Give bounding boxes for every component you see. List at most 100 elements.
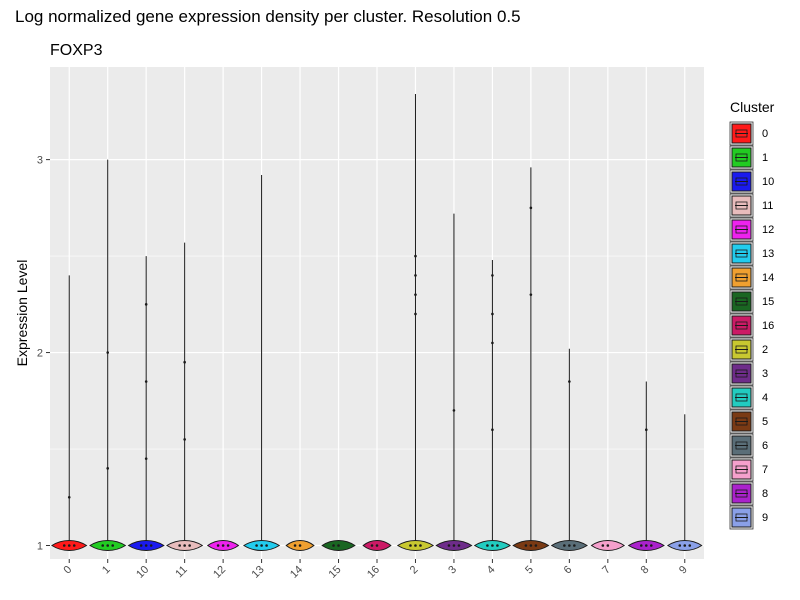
violin-cluster-7 — [590, 539, 626, 551]
data-point — [573, 544, 576, 547]
legend-label: 1 — [762, 152, 768, 164]
violin-cluster-3 — [435, 213, 473, 551]
legend-item-1: 1 — [729, 145, 768, 170]
data-point — [688, 544, 692, 547]
y-axis-title: Expression Level — [14, 260, 30, 367]
data-point — [370, 544, 374, 547]
data-point — [606, 544, 610, 547]
data-point — [414, 293, 417, 296]
legend-item-6: 6 — [729, 433, 768, 458]
data-point — [216, 544, 220, 547]
data-point — [183, 360, 186, 364]
data-point — [67, 544, 71, 547]
y-axis: 1 2 3 — [37, 155, 50, 552]
data-point — [639, 544, 643, 547]
data-point — [491, 274, 494, 277]
legend-label: 6 — [762, 440, 768, 452]
legend-item-0: 0 — [729, 121, 768, 146]
data-point — [178, 544, 181, 547]
legend-key-box — [735, 417, 748, 426]
data-point — [149, 544, 153, 547]
data-point — [409, 544, 412, 547]
y-tick-label: 1 — [37, 540, 43, 552]
x-tick-label: 1 — [100, 564, 113, 577]
data-point — [144, 544, 148, 547]
data-point — [332, 544, 335, 547]
legend-label: 2 — [762, 344, 768, 356]
legend-key-box — [735, 177, 748, 186]
legend-key-box — [735, 297, 748, 306]
x-tick-label: 6 — [562, 564, 575, 577]
x-tick-label: 3 — [446, 564, 459, 577]
legend-label: 7 — [762, 464, 768, 476]
violin-cluster-15 — [321, 539, 356, 551]
x-tick-label: 5 — [523, 564, 536, 577]
data-point — [139, 544, 143, 547]
data-point — [491, 544, 494, 547]
legend-key-box — [735, 489, 748, 498]
data-point — [529, 206, 533, 210]
violin-cluster-8 — [627, 381, 665, 551]
violin-cluster-12 — [206, 539, 240, 551]
violin-cluster-9 — [666, 414, 703, 551]
legend-item-5: 5 — [729, 409, 768, 434]
legend-key-box — [735, 321, 748, 330]
data-point — [298, 544, 302, 547]
legend-item-9: 9 — [729, 505, 768, 530]
legend-item-14: 14 — [729, 265, 774, 290]
data-point — [67, 495, 71, 499]
data-point — [255, 544, 258, 547]
violin-cluster-16 — [362, 539, 392, 551]
legend-item-8: 8 — [729, 481, 768, 506]
legend-key-box — [735, 393, 748, 402]
violin-cluster-1 — [89, 159, 127, 551]
data-point — [260, 544, 263, 547]
data-point — [226, 544, 230, 547]
legend-label: 12 — [762, 224, 774, 236]
data-point — [529, 293, 533, 296]
data-point — [563, 544, 566, 547]
data-point — [447, 544, 451, 547]
legend-label: 0 — [762, 128, 768, 140]
legend-item-2: 2 — [729, 337, 768, 362]
data-point — [568, 544, 571, 547]
x-tick-label: 8 — [639, 564, 652, 577]
data-point — [491, 428, 494, 432]
data-point — [491, 312, 494, 316]
legend-item-10: 10 — [729, 169, 774, 194]
violin-cluster-0 — [50, 275, 88, 551]
violin-cluster-6 — [550, 348, 588, 551]
violin-cluster-2 — [396, 94, 435, 551]
legend-item-16: 16 — [729, 313, 774, 338]
data-point — [452, 409, 456, 412]
data-point — [106, 544, 110, 547]
legend-key-box — [735, 153, 748, 162]
data-point — [491, 341, 494, 345]
y-tick-label: 3 — [37, 155, 43, 167]
data-point — [293, 544, 297, 547]
data-point — [144, 457, 148, 460]
legend-key-box — [735, 441, 748, 450]
x-tick-label: 14 — [288, 564, 305, 581]
legend-key-box — [735, 369, 748, 378]
violin-cluster-5 — [512, 167, 550, 551]
data-point — [419, 544, 422, 547]
data-point — [568, 380, 571, 383]
x-tick-label: 13 — [250, 564, 267, 581]
legend-item-3: 3 — [729, 361, 768, 386]
data-point — [414, 312, 417, 316]
chart-subtitle: FOXP3 — [50, 42, 103, 59]
legend-item-12: 12 — [729, 217, 774, 242]
legend-key-box — [735, 201, 748, 210]
x-tick-label: 4 — [485, 564, 498, 577]
x-tick-label: 0 — [62, 564, 75, 577]
data-point — [457, 544, 461, 547]
legend-label: 11 — [762, 200, 773, 212]
data-point — [106, 467, 110, 470]
data-point — [524, 544, 528, 547]
legend-label: 15 — [762, 296, 774, 308]
data-point — [683, 544, 687, 547]
violin-cluster-4 — [473, 259, 512, 551]
data-point — [188, 544, 191, 547]
